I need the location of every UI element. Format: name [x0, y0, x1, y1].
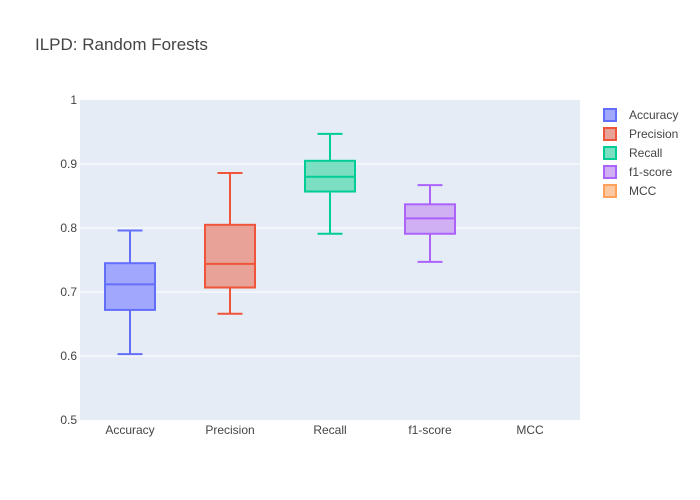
x-axis: Accuracy Precision Recall f1-score MCC: [105, 423, 544, 437]
legend-label: f1-score: [629, 165, 673, 179]
box-accuracy[interactable]: [104, 229, 156, 356]
legend-swatch: [603, 108, 617, 122]
x-tick-label: MCC: [516, 423, 544, 437]
iqr-box: [104, 262, 156, 311]
legend-label: Precision: [629, 127, 678, 141]
box-precision[interactable]: [204, 171, 256, 315]
x-tick-label: Precision: [205, 423, 254, 437]
boxes: [104, 132, 456, 356]
legend-swatch: [603, 184, 617, 198]
legend-label: Recall: [629, 146, 662, 160]
x-tick-label: f1-score: [408, 423, 452, 437]
y-tick-label: 0.6: [60, 349, 77, 363]
legend-label: Accuracy: [629, 108, 678, 122]
y-tick-label: 0.7: [60, 285, 77, 299]
legend-item[interactable]: Accuracy: [603, 108, 678, 122]
box-recall[interactable]: [304, 132, 356, 235]
legend-item[interactable]: Precision: [603, 127, 678, 141]
y-axis: 0.5 0.6 0.7 0.8 0.9 1: [60, 93, 77, 427]
y-tick-label: 0.8: [60, 221, 77, 235]
y-tick-label: 0.5: [60, 413, 77, 427]
x-tick-label: Accuracy: [105, 423, 154, 437]
iqr-box: [204, 223, 256, 289]
legend-swatch: [603, 127, 617, 141]
box-f1-score[interactable]: [404, 184, 456, 263]
x-tick-label: Recall: [313, 423, 346, 437]
chart-title: ILPD: Random Forests: [35, 35, 208, 54]
legend-item[interactable]: Recall: [603, 146, 662, 160]
legend-swatch: [603, 146, 617, 160]
legend-swatch: [603, 165, 617, 179]
legend-label: MCC: [629, 184, 657, 198]
legend[interactable]: Accuracy Precision Recall f1-score MCC: [603, 108, 678, 198]
y-tick-label: 0.9: [60, 157, 77, 171]
legend-item[interactable]: MCC: [603, 184, 657, 198]
y-tick-label: 1: [70, 93, 77, 107]
legend-item[interactable]: f1-score: [603, 165, 673, 179]
